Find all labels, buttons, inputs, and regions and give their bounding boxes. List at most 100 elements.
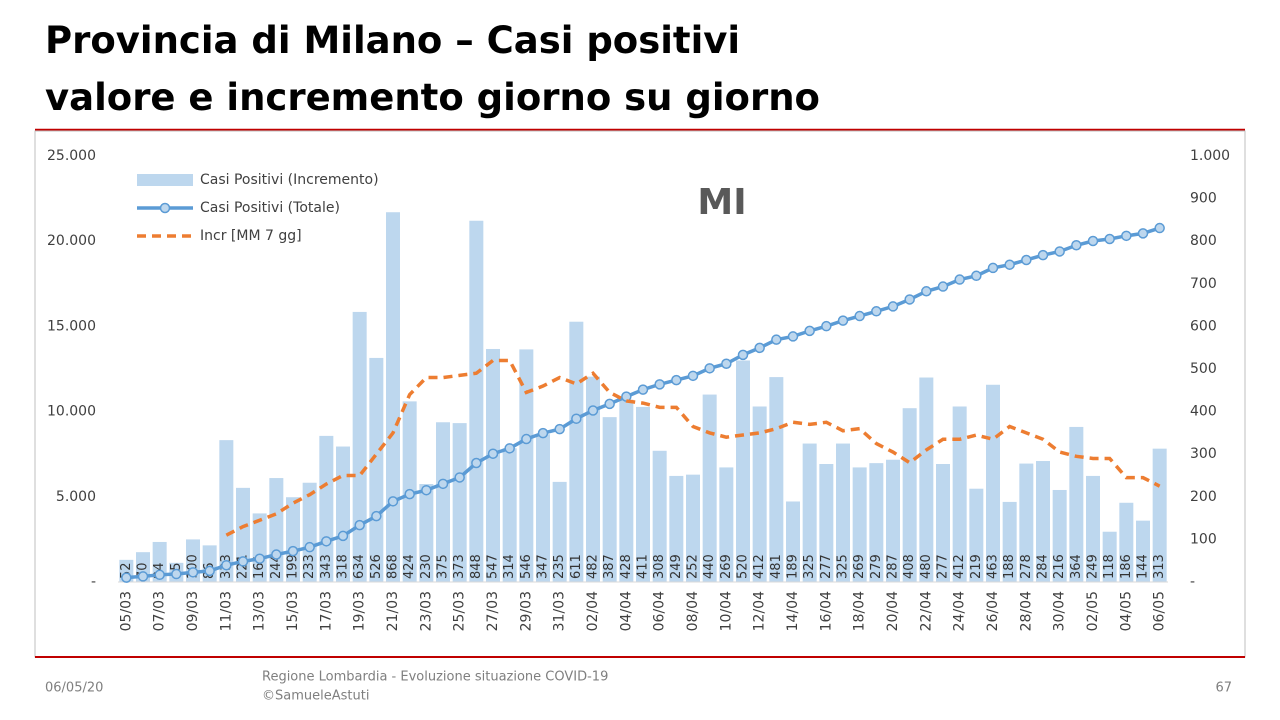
- bar: [319, 435, 334, 582]
- line-marker: [437, 478, 449, 490]
- bar-label: 868: [386, 554, 401, 579]
- bar: [869, 463, 884, 582]
- x-tick-label: 11/03: [218, 591, 234, 631]
- y-tick-label: 25.000: [47, 148, 96, 164]
- annotation: MI: [697, 182, 746, 223]
- bar-label: 314: [502, 554, 517, 579]
- bar-label: 526: [369, 554, 384, 579]
- bar: [1052, 489, 1067, 582]
- x-tick-label: 23/03: [418, 591, 434, 631]
- line-marker: [371, 510, 382, 522]
- bar-label: 848: [469, 554, 484, 579]
- bar-label: 189: [786, 554, 801, 579]
- bar-label: 318: [336, 554, 351, 579]
- y-tick-label: -: [91, 574, 96, 590]
- y2-tick-label: 700: [1190, 276, 1217, 292]
- x-tick-label: 04/05: [1118, 591, 1134, 631]
- line-marker: [821, 320, 832, 332]
- bar: [619, 399, 634, 582]
- bar-label: 230: [419, 554, 434, 579]
- line-marker: [404, 488, 415, 500]
- line-marker: [937, 281, 949, 292]
- line-marker: [637, 384, 649, 395]
- line-marker: [737, 349, 749, 361]
- bar-label: 546: [519, 554, 534, 579]
- y2-tick-label: 1.000: [1190, 148, 1230, 164]
- x-tick-label: 17/03: [318, 591, 334, 631]
- line-marker: [604, 398, 615, 410]
- x-tick-label: 08/04: [685, 591, 701, 631]
- line-marker: [787, 331, 799, 342]
- line-marker: [1154, 222, 1165, 234]
- bar: [352, 311, 367, 582]
- bar-label: 219: [969, 554, 984, 579]
- line-marker: [587, 405, 599, 416]
- bar-label: 144: [1136, 554, 1151, 579]
- footer-source: Regione Lombardia - Evoluzione situazion…: [262, 670, 608, 685]
- line-marker: [354, 519, 365, 531]
- bar: [886, 459, 900, 582]
- bar: [252, 513, 267, 582]
- line-marker: [1071, 240, 1082, 251]
- x-tick-label: 06/04: [652, 591, 668, 631]
- bar: [219, 440, 234, 582]
- bar-label: 199: [286, 554, 301, 579]
- x-tick-label: 15/03: [285, 591, 301, 631]
- y2-tick-label: 500: [1190, 361, 1217, 377]
- x-tick-label: 14/04: [785, 591, 801, 631]
- y2-tick-label: 400: [1190, 404, 1217, 420]
- line-marker: [704, 363, 715, 374]
- bar-label: 284: [1036, 554, 1051, 579]
- bar-label: 216: [1052, 554, 1067, 579]
- bar: [986, 384, 1000, 582]
- bar-label: 412: [952, 554, 967, 579]
- line-marker: [971, 270, 982, 282]
- line-marker: [921, 286, 932, 297]
- line-marker: [1104, 233, 1115, 245]
- bar-label: 277: [936, 554, 951, 579]
- bar: [936, 463, 950, 582]
- line-marker: [571, 413, 582, 424]
- line-marker: [1054, 246, 1065, 257]
- line-marker: [454, 472, 465, 483]
- line-marker: [854, 310, 865, 322]
- bar: [836, 443, 850, 582]
- line-marker: [1004, 259, 1015, 270]
- footer-author: ©SamueleAstuti: [262, 689, 369, 704]
- bar: [452, 423, 467, 582]
- line-marker: [187, 567, 199, 578]
- bar: [386, 212, 400, 582]
- bar: [902, 408, 917, 582]
- bar: [819, 463, 834, 582]
- line-marker: [904, 294, 915, 305]
- bar-label: 520: [736, 554, 751, 579]
- bar-label: 279: [869, 554, 884, 579]
- line-marker: [321, 536, 332, 547]
- x-tick-label: 02/05: [1085, 591, 1101, 631]
- bar: [419, 484, 434, 582]
- line-marker: [237, 556, 249, 567]
- line-marker: [471, 457, 482, 469]
- bar-label: 482: [586, 554, 601, 579]
- plot: - 5.000 10.000 15.000 20.000 25.000 - 100 200 300…: [47, 148, 1230, 631]
- x-tick-label: 04/04: [618, 591, 634, 631]
- bar-label: 233: [302, 554, 317, 579]
- line-marker: [521, 433, 532, 445]
- bar: [802, 443, 817, 582]
- bar-label: 547: [486, 554, 501, 579]
- bar-label: 611: [569, 554, 584, 579]
- bar-label: 118: [1102, 554, 1117, 579]
- bar-label: 277: [819, 554, 834, 579]
- x-tick-label: 06/05: [1152, 591, 1168, 631]
- line-marker: [721, 358, 732, 369]
- y-tick-label: 10.000: [47, 404, 96, 420]
- line-marker: [1087, 235, 1099, 247]
- bar: [502, 448, 517, 582]
- bar: [952, 406, 967, 582]
- x-tick-label: 27/03: [485, 591, 501, 631]
- bar: [552, 481, 567, 582]
- bar-label: 481: [769, 554, 784, 579]
- bar: [586, 376, 600, 582]
- line-marker: [837, 315, 849, 326]
